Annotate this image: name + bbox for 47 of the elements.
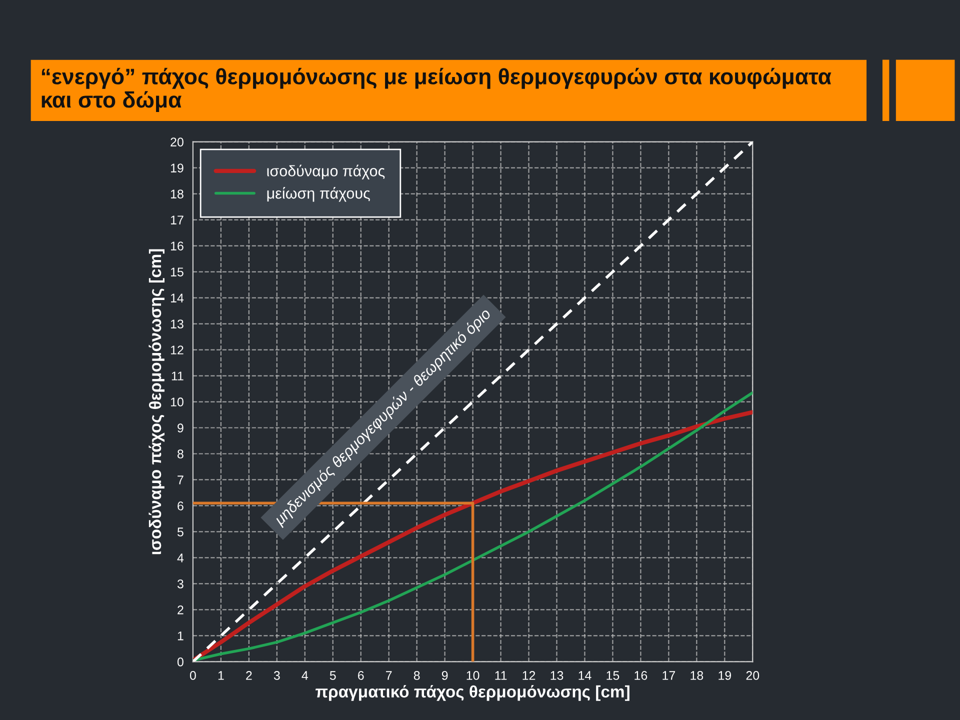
x-tick-label: 12 [522, 671, 536, 680]
x-tick-label: 6 [358, 671, 364, 680]
y-tick-label: 10 [170, 398, 184, 406]
y-tick-label: 0 [177, 657, 184, 666]
y-tick-label: 7 [178, 476, 184, 484]
x-tick-label: 15 [606, 671, 620, 680]
x-axis-title: πραγματικό πάχος θερμομόνωσης [cm] [316, 685, 630, 701]
y-tick-label: 17 [170, 216, 184, 224]
x-tick-label: 20 [746, 671, 760, 680]
x-tick-label: 4 [302, 671, 308, 680]
y-tick-label: 6 [178, 502, 184, 510]
y-tick-label: 9 [178, 424, 184, 432]
x-tick-label: 2 [246, 671, 252, 680]
x-tick-label: 14 [578, 671, 592, 680]
y-tick-label: 12 [170, 346, 184, 354]
legend-label: μείωση πάχους [267, 187, 370, 202]
x-tick-label: 17 [662, 671, 676, 680]
y-axis-title: ισοδύναμο πάχος θερμομόνωσης [cm] [148, 249, 164, 554]
y-tick-label: 13 [170, 320, 184, 328]
x-tick-label: 1 [218, 671, 224, 680]
y-tick-label: 16 [170, 242, 184, 250]
y-tick-label: 18 [170, 190, 184, 198]
x-tick-label: 0 [190, 671, 196, 680]
y-tick-label: 1 [178, 632, 184, 640]
x-tick-label: 19 [718, 671, 732, 680]
x-tick-label: 3 [274, 671, 280, 680]
y-tick-label: 4 [177, 554, 184, 562]
x-tick-label: 5 [330, 671, 336, 680]
y-tick-label: 8 [178, 450, 184, 458]
y-tick-label: 20 [170, 138, 184, 146]
y-tick-label: 15 [170, 268, 184, 276]
y-tick-label: 5 [177, 528, 184, 536]
legend-label: ισοδύναμο πάχος [267, 164, 385, 180]
y-tick-label: 11 [172, 372, 184, 380]
x-tick-label: 13 [550, 671, 564, 680]
y-tick-label: 2 [178, 605, 184, 614]
x-tick-label: 8 [414, 671, 420, 680]
x-tick-label: 10 [466, 671, 480, 680]
x-tick-label: 18 [690, 671, 704, 680]
x-tick-label: 7 [386, 671, 392, 680]
x-tick-label: 16 [634, 671, 648, 680]
y-tick-label: 14 [170, 294, 184, 302]
y-tick-label: 3 [177, 580, 184, 588]
chart-title: “ενεργό” πάχος θερμομόνωσης με μείωση θερμογεφυρών στα κουφώματα και στο δώμα [42, 68, 832, 112]
y-tick-label: 19 [170, 164, 184, 172]
x-tick-label: 11 [495, 671, 507, 680]
x-tick-label: 9 [442, 671, 448, 680]
